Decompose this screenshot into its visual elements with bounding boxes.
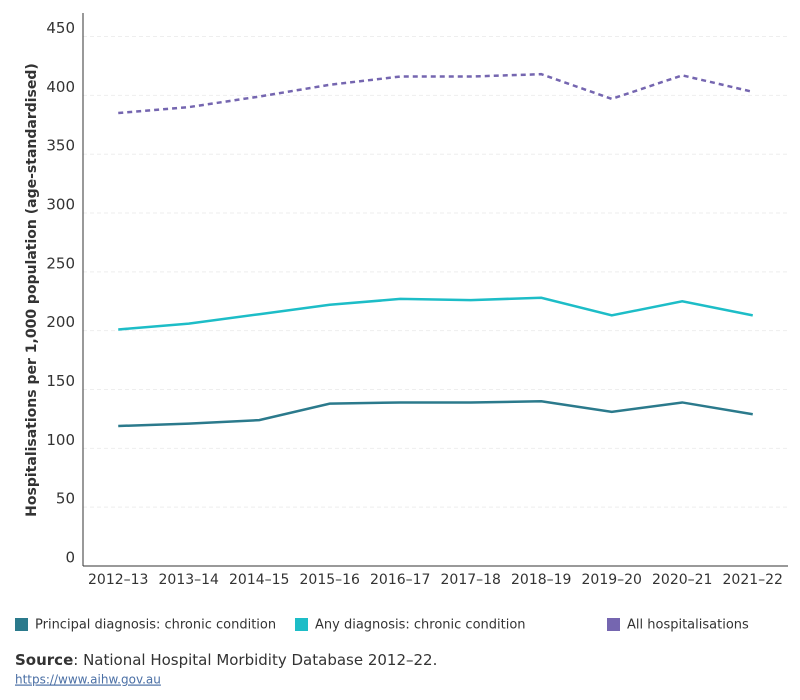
- y-tick-label: 50: [56, 490, 75, 508]
- line-series: [118, 72, 754, 115]
- x-tick-label: 2012–13: [88, 572, 148, 588]
- y-tick-label: 100: [46, 431, 75, 449]
- y-tick-label: 300: [46, 196, 75, 214]
- y-tick-label: 450: [46, 19, 75, 37]
- x-tick-label: 2020–21: [652, 572, 712, 588]
- x-tick-label: 2013–14: [159, 572, 220, 588]
- url[interactable]: https://www.aihw.gov.au: [15, 673, 161, 687]
- x-tick-label: 2014–15: [229, 572, 289, 588]
- line-series: [118, 296, 753, 331]
- y-tick-label: 0: [65, 549, 75, 567]
- x-tick-label: 2019–20: [582, 572, 642, 588]
- legend-label: Principal diagnosis: chronic condition: [35, 618, 276, 633]
- line-series: [118, 400, 753, 428]
- y-tick-label: 350: [46, 137, 75, 155]
- x-tick-label: 2016–17: [370, 572, 430, 588]
- legend-swatch: [15, 618, 28, 631]
- source-text: : National Hospital Morbidity Database 2…: [73, 651, 437, 669]
- y-tick-label: 250: [46, 254, 75, 272]
- y-tick-label: 400: [46, 78, 75, 96]
- x-tick-label: 2015–16: [300, 572, 361, 588]
- source: Source: National Hospital Morbidity Data…: [15, 651, 437, 669]
- source-label: Source: [15, 651, 73, 669]
- y-tick-label: 150: [46, 372, 75, 390]
- x-tick-label: 2018–19: [511, 572, 571, 588]
- legend-swatch: [295, 618, 308, 631]
- legend-label: Any diagnosis: chronic condition: [315, 618, 526, 633]
- y-tick-label: 200: [46, 313, 75, 331]
- legend-label: All hospitalisations: [627, 618, 749, 633]
- y-axis-label: Hospitalisations per 1,000 population (a…: [24, 63, 40, 517]
- legend-swatch: [607, 618, 620, 631]
- x-tick-label: 2021–22: [723, 572, 783, 588]
- x-tick-label: 2017–18: [441, 572, 501, 588]
